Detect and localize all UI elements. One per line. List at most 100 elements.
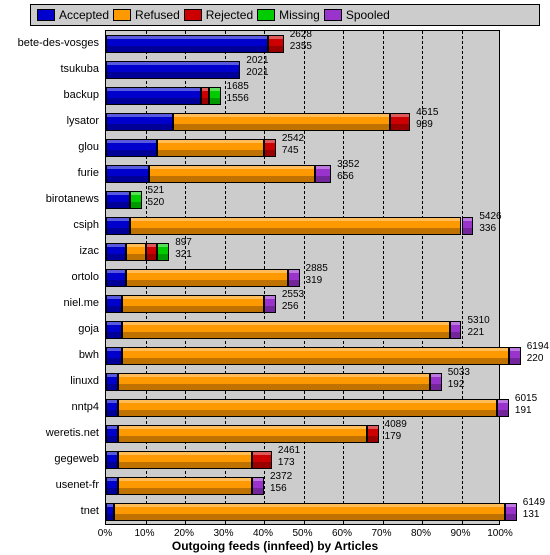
feed-row: usenet-fr2372156 xyxy=(106,473,499,499)
bar-segment-accepted xyxy=(106,61,240,79)
feed-label: goja xyxy=(0,323,99,335)
value-top: 4089 xyxy=(385,419,407,430)
value-top: 6149 xyxy=(523,497,545,508)
bar-segment-spooled xyxy=(450,321,462,339)
feed-label: lysator xyxy=(0,115,99,127)
value-bottom: 745 xyxy=(282,145,299,156)
feed-row: nntp46015191 xyxy=(106,395,499,421)
value-top: 3352 xyxy=(337,159,359,170)
bar-segment-rejected xyxy=(146,243,158,261)
feed-label: tsukuba xyxy=(0,63,99,75)
feed-label: bete-des-vosges xyxy=(0,37,99,49)
x-tick-label: 90% xyxy=(450,528,470,539)
feed-row: backup16851556 xyxy=(106,83,499,109)
bar-segment-rejected xyxy=(201,87,209,105)
feed-row: tsukuba20212021 xyxy=(106,57,499,83)
feed-row: goja5310221 xyxy=(106,317,499,343)
bar-segment-accepted xyxy=(106,35,268,53)
value-bottom: 220 xyxy=(527,353,544,364)
feed-label: linuxd xyxy=(0,375,99,387)
bar-segment-spooled xyxy=(505,503,517,521)
value-bottom: 156 xyxy=(270,483,287,494)
bar-segment-refused xyxy=(118,399,497,417)
bar-segment-refused xyxy=(118,373,430,391)
value-top: 6015 xyxy=(515,393,537,404)
x-tick-label: 0% xyxy=(98,528,112,539)
feed-row: furie3352656 xyxy=(106,161,499,187)
x-tick-label: 60% xyxy=(332,528,352,539)
bar-segment-missing xyxy=(157,243,169,261)
value-top: 6194 xyxy=(527,341,549,352)
value-bottom: 656 xyxy=(337,171,354,182)
feed-row: niel.me2553256 xyxy=(106,291,499,317)
value-top: 2021 xyxy=(246,55,268,66)
bar-segment-spooled xyxy=(509,347,521,365)
feed-row: ortolo2885319 xyxy=(106,265,499,291)
value-top: 521 xyxy=(148,185,165,196)
bar-segment-accepted xyxy=(106,477,118,495)
legend-item: Refused xyxy=(113,8,180,22)
legend-swatch xyxy=(184,9,202,21)
value-top: 2628 xyxy=(290,29,312,40)
feed-row: bwh6194220 xyxy=(106,343,499,369)
feed-row: glou2542745 xyxy=(106,135,499,161)
bar-segment-accepted xyxy=(106,87,201,105)
bar-segment-accepted xyxy=(106,321,122,339)
bar-segment-spooled xyxy=(264,295,276,313)
bar-segment-accepted xyxy=(106,217,130,235)
bar-segment-refused xyxy=(126,243,146,261)
value-bottom: 1556 xyxy=(227,93,249,104)
bar-segment-missing xyxy=(209,87,221,105)
value-bottom: 131 xyxy=(523,509,540,520)
legend-item: Accepted xyxy=(37,8,109,22)
value-top: 1685 xyxy=(227,81,249,92)
bar-segment-refused xyxy=(122,321,450,339)
value-bottom: 520 xyxy=(148,197,165,208)
x-tick-label: 70% xyxy=(371,528,391,539)
bar-segment-refused xyxy=(118,477,252,495)
feed-label: weretis.net xyxy=(0,427,99,439)
x-tick-label: 80% xyxy=(411,528,431,539)
value-bottom: 336 xyxy=(479,223,496,234)
legend-swatch xyxy=(257,9,275,21)
legend-item: Rejected xyxy=(184,8,253,22)
bar-segment-accepted xyxy=(106,451,118,469)
chart-container: Accepted Refused Rejected Missing Spooled be… xyxy=(0,0,550,555)
bar-segment-rejected xyxy=(390,113,410,131)
feed-row: bete-des-vosges26282355 xyxy=(106,31,499,57)
bar-segment-refused xyxy=(173,113,390,131)
value-bottom: 321 xyxy=(175,249,192,260)
x-tick-label: 40% xyxy=(253,528,273,539)
bar-segment-rejected xyxy=(264,139,276,157)
legend-swatch xyxy=(113,9,131,21)
value-bottom: 221 xyxy=(468,327,485,338)
feed-label: tnet xyxy=(0,505,99,517)
bar-segment-refused xyxy=(118,425,367,443)
x-tick-label: 50% xyxy=(292,528,312,539)
feed-label: bwh xyxy=(0,349,99,361)
x-tick-label: 10% xyxy=(134,528,154,539)
bar-segment-accepted xyxy=(106,373,118,391)
bar-segment-accepted xyxy=(106,425,118,443)
value-top: 5426 xyxy=(479,211,501,222)
legend-swatch xyxy=(37,9,55,21)
value-top: 2885 xyxy=(306,263,328,274)
feed-row: linuxd5033192 xyxy=(106,369,499,395)
legend: Accepted Refused Rejected Missing Spooled xyxy=(30,4,540,26)
bar-segment-accepted xyxy=(106,191,130,209)
bar-segment-accepted xyxy=(106,139,157,157)
legend-item: Missing xyxy=(257,8,320,22)
bar-segment-refused xyxy=(122,295,264,313)
bar-segment-rejected xyxy=(367,425,379,443)
feed-label: backup xyxy=(0,89,99,101)
bar-segment-refused xyxy=(157,139,264,157)
value-top: 5033 xyxy=(448,367,470,378)
value-bottom: 2021 xyxy=(246,67,268,78)
x-axis-label: Outgoing feeds (innfeed) by Articles xyxy=(0,539,550,553)
legend-label: Spooled xyxy=(346,8,390,22)
bar-segment-accepted xyxy=(106,269,126,287)
bar-segment-spooled xyxy=(462,217,474,235)
feed-row: tnet6149131 xyxy=(106,499,499,525)
value-bottom: 2355 xyxy=(290,41,312,52)
bar-segment-accepted xyxy=(106,347,122,365)
